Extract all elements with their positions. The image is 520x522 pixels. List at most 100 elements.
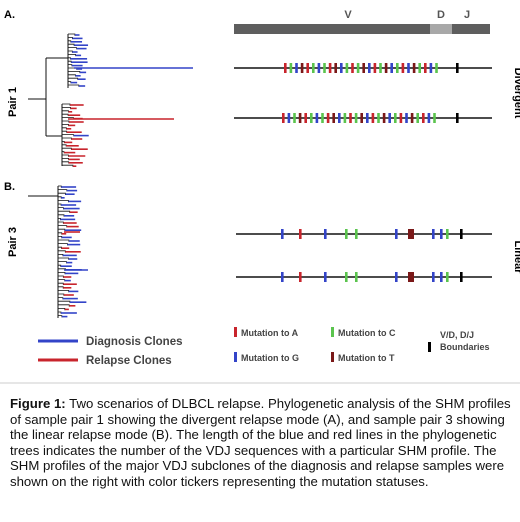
mutation-a-tick — [371, 113, 375, 123]
tree-branch — [68, 33, 76, 36]
mutation-g-tick — [440, 272, 443, 282]
mutation-g-tick — [366, 113, 369, 123]
mutation-t-tick — [362, 63, 365, 73]
tree-branch — [58, 207, 64, 210]
mutation-c-tick — [312, 63, 315, 73]
tree-branch — [58, 189, 68, 192]
tree-branch — [62, 130, 68, 133]
mutation-a-tick — [306, 63, 309, 73]
d-segment-bar — [430, 24, 452, 34]
panel-a-pair-label: Pair 1 — [7, 87, 19, 117]
tree-branch — [58, 218, 61, 221]
mutation-c-tick — [433, 113, 436, 123]
tree-branch — [68, 37, 73, 40]
tree-branch — [58, 239, 70, 242]
mutation-g-tick — [427, 113, 431, 123]
tree-branch — [62, 134, 75, 137]
mutation-c-tick — [355, 272, 358, 282]
panel-b-mode-label: Linear — [512, 240, 520, 274]
tree-branch — [68, 71, 81, 74]
mutation-a-label: Mutation to A — [241, 328, 299, 338]
mutation-g-tick — [429, 63, 433, 73]
mutation-c-tick — [355, 229, 358, 239]
mutation-g-label: Mutation to G — [241, 353, 299, 363]
relapse-legend-label: Relapse Clones — [86, 355, 172, 367]
mutation-a-tick — [328, 63, 332, 73]
mutation-c-tick — [345, 63, 349, 73]
mutation-c-tick — [446, 229, 449, 239]
tree-branch — [62, 110, 69, 113]
panel-a-letter: A. — [4, 9, 15, 21]
mutation-c-tick — [446, 272, 449, 282]
mutation-c-tick — [343, 113, 347, 123]
mutation-a-tick — [299, 272, 302, 282]
mutation-c-tick — [394, 113, 397, 123]
mutation-g-tick — [395, 272, 398, 282]
mutation-t-swatch — [331, 352, 334, 362]
tree-branch — [58, 264, 62, 267]
tree-branch — [58, 282, 64, 285]
panel-b-pair-label: Pair 3 — [7, 227, 19, 257]
tree-branch — [58, 192, 66, 195]
mutation-c-tick — [323, 63, 326, 73]
mutation-g-tick — [432, 229, 435, 239]
phylogenetic-tree-pair-3 — [28, 185, 88, 318]
mutation-c-tick — [354, 113, 358, 123]
mutation-g-tick — [324, 229, 327, 239]
mutation-c-tick — [396, 63, 399, 73]
mutation-g-tick — [405, 113, 408, 123]
diagnosis-legend-label: Diagnosis Clones — [86, 336, 183, 348]
tree-branch — [58, 286, 64, 289]
mutation-g-tick — [315, 113, 319, 123]
mutation-g-tick — [281, 272, 284, 282]
tree-branch — [62, 124, 69, 127]
mutation-a-tick — [326, 113, 330, 123]
mutation-g-tick — [407, 63, 410, 73]
panel-a-mode-label: Divergent — [512, 68, 520, 119]
j-segment-bar — [452, 24, 490, 34]
mutation-c-tick — [356, 63, 360, 73]
tree-branch — [58, 257, 70, 260]
tree-branch — [58, 232, 63, 235]
boundary-tick — [456, 63, 459, 73]
tree-branch — [62, 161, 70, 164]
mutation-a-tick — [373, 63, 377, 73]
mutation-t-tick — [408, 229, 414, 239]
tree-branch — [58, 228, 66, 231]
mutation-t-tick — [408, 272, 414, 282]
tree-branch — [68, 77, 79, 80]
tree-branch — [58, 214, 65, 217]
mutation-a-tick — [422, 113, 425, 123]
mutation-c-tick — [345, 272, 348, 282]
tree-branch — [62, 120, 70, 123]
mutation-a-tick — [351, 63, 354, 73]
tree-branch — [58, 250, 66, 253]
mutation-c-tick — [345, 229, 348, 239]
tree-branch — [58, 275, 64, 278]
tree-branch — [62, 147, 72, 150]
mutation-t-tick — [334, 63, 337, 73]
mutation-t-tick — [382, 113, 386, 123]
mutation-t-tick — [384, 63, 388, 73]
tree-branch — [62, 151, 65, 154]
mutation-t-tick — [410, 113, 414, 123]
boundary-tick — [460, 272, 463, 282]
boundary-tick — [456, 113, 459, 123]
mutation-c-tick — [416, 113, 419, 123]
tree-branch — [62, 137, 72, 140]
tree-branch — [62, 113, 69, 116]
tree-branch — [58, 308, 66, 311]
mutation-t-tick — [412, 63, 416, 73]
tree-branch — [58, 203, 62, 206]
mutation-a-tick — [399, 113, 403, 123]
tree-branch — [58, 300, 71, 303]
tree-branch — [62, 144, 67, 147]
tree-branch — [68, 47, 77, 50]
boundary-label-line-2: Boundaries — [440, 342, 490, 352]
mutation-a-tick — [304, 113, 307, 123]
tree-branch — [68, 60, 72, 63]
mutation-c-swatch — [331, 327, 334, 337]
tree-branch — [58, 315, 63, 318]
boundary-swatch — [428, 342, 431, 352]
